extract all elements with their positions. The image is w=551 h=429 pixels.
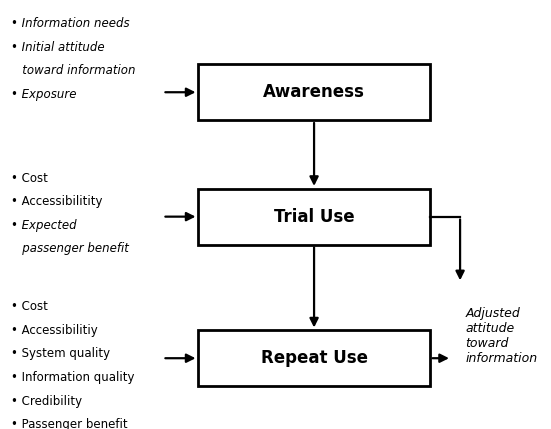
Text: Repeat Use: Repeat Use (261, 349, 368, 367)
Text: • System quality: • System quality (11, 347, 110, 360)
Text: • Cost: • Cost (11, 172, 48, 184)
Text: toward information: toward information (11, 64, 136, 77)
FancyBboxPatch shape (198, 330, 430, 386)
FancyBboxPatch shape (198, 64, 430, 120)
Text: • Information quality: • Information quality (11, 371, 134, 384)
Text: • Exposure: • Exposure (11, 88, 77, 101)
Text: Adjusted
attitude
toward
information: Adjusted attitude toward information (466, 307, 538, 365)
Text: • Accessibilitiy: • Accessibilitiy (11, 324, 98, 337)
Text: • Information needs: • Information needs (11, 17, 129, 30)
Text: • Passenger benefit: • Passenger benefit (11, 418, 128, 429)
Text: passenger benefit: passenger benefit (11, 242, 129, 255)
Text: • Accessibilitity: • Accessibilitity (11, 195, 102, 208)
Text: Trial Use: Trial Use (274, 208, 354, 226)
Text: • Expected: • Expected (11, 219, 77, 232)
FancyBboxPatch shape (198, 189, 430, 245)
Text: • Initial attitude: • Initial attitude (11, 41, 105, 54)
Text: • Credibility: • Credibility (11, 395, 82, 408)
Text: Awareness: Awareness (263, 83, 365, 101)
Text: • Cost: • Cost (11, 300, 48, 313)
